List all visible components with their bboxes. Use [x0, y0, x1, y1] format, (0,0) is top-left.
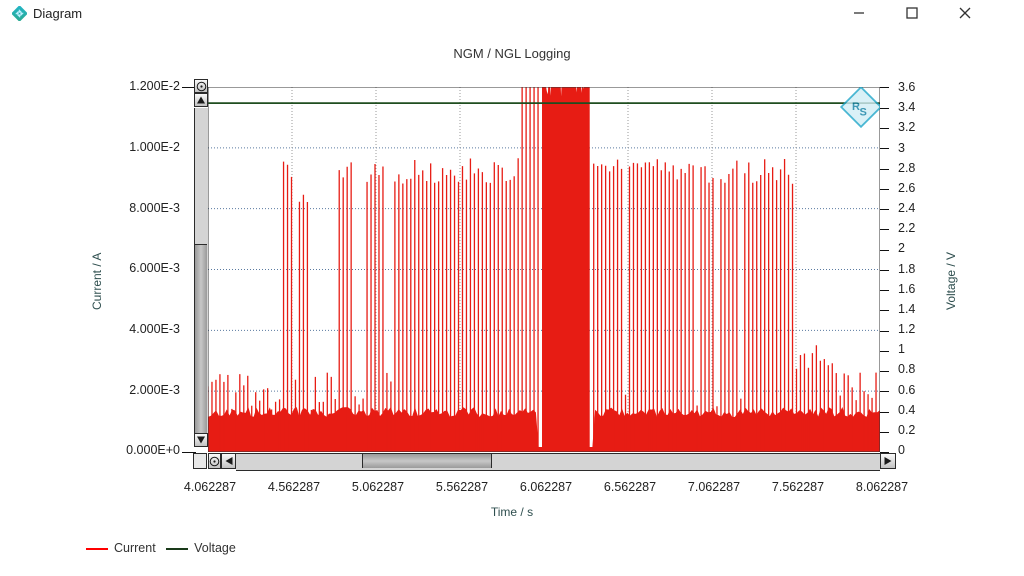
svg-text:S: S: [860, 107, 867, 119]
